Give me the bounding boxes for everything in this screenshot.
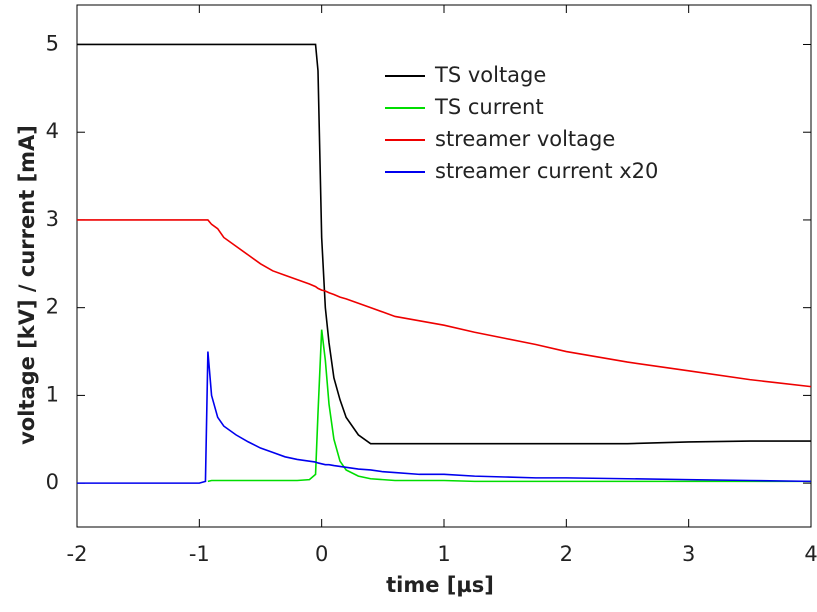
x-tick-label: 1 bbox=[437, 542, 450, 566]
x-tick-label: 4 bbox=[804, 542, 817, 566]
y-tick-label: 2 bbox=[46, 295, 59, 319]
y-tick-label: 4 bbox=[46, 119, 59, 143]
x-axis-label: time [µs] bbox=[386, 573, 494, 597]
y-tick-label: 5 bbox=[46, 31, 59, 55]
series-line bbox=[77, 351, 812, 484]
x-tick-label: 0 bbox=[315, 542, 328, 566]
series-line bbox=[207, 329, 811, 483]
y-tick-label: 3 bbox=[46, 207, 59, 231]
x-tick-label: -2 bbox=[67, 542, 88, 566]
series-line bbox=[77, 43, 811, 445]
legend-label: streamer current x20 bbox=[435, 159, 658, 183]
legend-label: TS voltage bbox=[434, 63, 546, 87]
y-axis-label: voltage [kV] / current [mA] bbox=[15, 125, 39, 445]
series-line bbox=[77, 219, 812, 388]
x-tick-label: -1 bbox=[189, 542, 210, 566]
x-tick-label: 3 bbox=[682, 542, 695, 566]
x-tick-label: 2 bbox=[560, 542, 573, 566]
y-tick-label: 0 bbox=[46, 470, 59, 494]
legend-label: streamer voltage bbox=[435, 127, 615, 151]
legend-label: TS current bbox=[434, 95, 544, 119]
y-tick-label: 1 bbox=[46, 382, 59, 406]
